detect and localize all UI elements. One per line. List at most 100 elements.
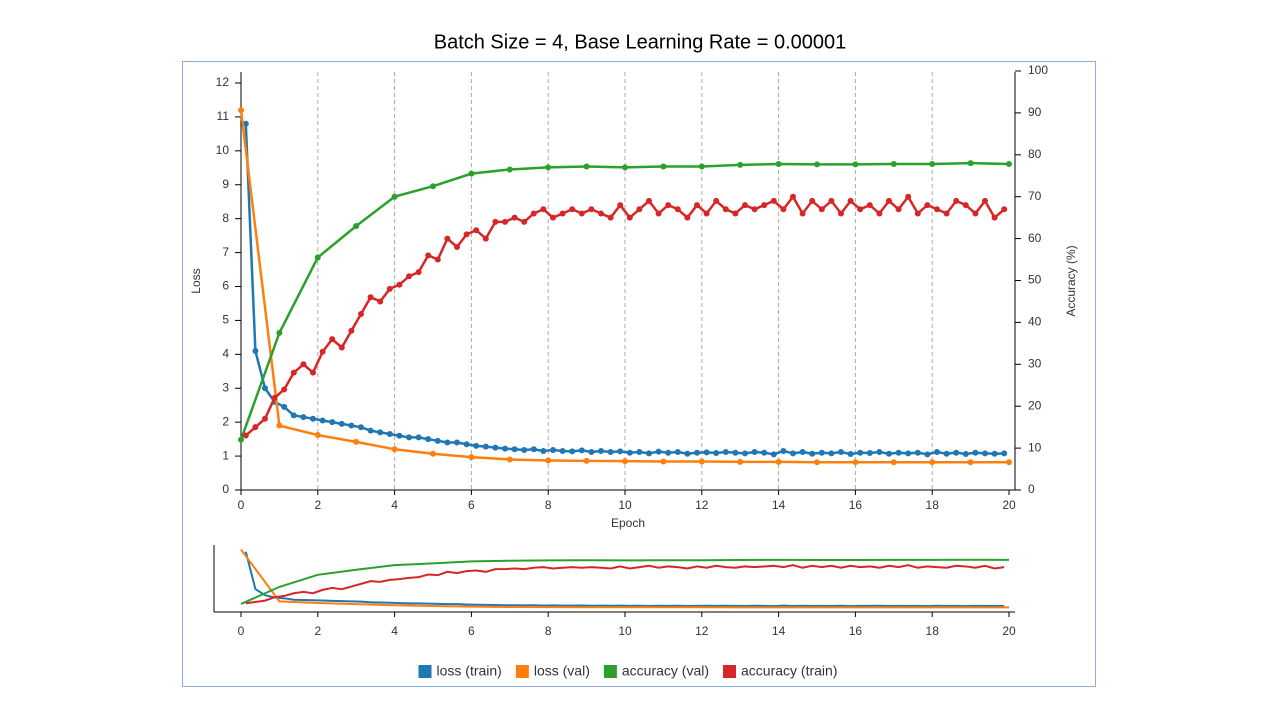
point	[895, 206, 902, 213]
y-tick-label: 11	[217, 109, 230, 123]
point	[991, 450, 998, 457]
point	[890, 459, 897, 466]
point	[924, 202, 931, 209]
point	[281, 403, 288, 410]
point	[386, 431, 393, 438]
y2-tick-label: 80	[1028, 147, 1042, 161]
point	[1001, 206, 1008, 213]
point	[430, 450, 436, 457]
point	[742, 202, 748, 209]
point	[751, 449, 758, 456]
point	[655, 210, 662, 217]
point	[353, 223, 360, 230]
y2-tick-label: 20	[1028, 398, 1042, 412]
point	[482, 443, 489, 450]
point	[905, 450, 912, 457]
point	[934, 206, 940, 213]
point	[314, 432, 321, 439]
point	[636, 206, 643, 213]
point	[775, 161, 782, 168]
point	[463, 441, 470, 448]
point	[530, 210, 537, 217]
point	[550, 214, 556, 221]
point	[310, 369, 316, 376]
point	[982, 450, 988, 457]
point	[569, 448, 576, 455]
mini-x-tick-label: 18	[926, 624, 940, 638]
point	[444, 235, 451, 242]
y2-tick-label: 90	[1028, 105, 1042, 119]
point	[276, 422, 283, 429]
point	[972, 449, 979, 456]
x-tick-label: 10	[618, 498, 632, 512]
y2-tick-label: 60	[1028, 231, 1042, 245]
point	[588, 206, 595, 213]
point	[454, 243, 460, 250]
point	[866, 202, 873, 209]
point	[598, 447, 604, 454]
point	[463, 231, 470, 238]
point	[847, 451, 854, 458]
point	[698, 163, 705, 170]
point	[406, 273, 412, 280]
point	[799, 210, 806, 217]
point	[242, 432, 249, 439]
point	[425, 436, 432, 443]
x-tick-label: 8	[545, 498, 552, 512]
legend-swatch	[603, 665, 617, 678]
y2-axis-label: Accuracy (%)	[1064, 245, 1078, 316]
point	[684, 450, 691, 457]
y-tick-label: 7	[222, 245, 229, 259]
mini-x-tick-label: 16	[849, 624, 863, 638]
point	[713, 450, 720, 457]
point	[502, 218, 508, 225]
point	[511, 214, 518, 221]
y-tick-label: 3	[222, 380, 229, 394]
point	[338, 420, 345, 427]
point	[386, 285, 393, 292]
point	[329, 419, 336, 426]
point	[953, 449, 960, 456]
point	[367, 294, 374, 301]
y-tick-label: 1	[222, 448, 229, 462]
mini-x-tick-label: 8	[545, 624, 552, 638]
legend-label: loss (val)	[534, 663, 590, 679]
x-tick-label: 0	[238, 498, 245, 512]
legend-swatch	[723, 665, 737, 678]
x-tick-label: 6	[468, 498, 475, 512]
x-tick-label: 2	[314, 498, 321, 512]
point	[622, 164, 628, 171]
y2-tick-label: 50	[1028, 273, 1042, 287]
mini-x-tick-label: 10	[618, 624, 632, 638]
point	[814, 459, 820, 466]
point	[473, 442, 480, 449]
point	[348, 422, 355, 429]
mini-series-line	[240, 548, 1009, 609]
point	[329, 336, 336, 343]
mini-series-line	[244, 551, 1005, 608]
point	[319, 417, 326, 424]
point	[660, 458, 667, 465]
point	[617, 448, 624, 455]
point	[737, 458, 744, 465]
point	[665, 202, 672, 209]
point	[943, 210, 950, 217]
point	[655, 448, 662, 455]
point	[521, 446, 528, 453]
y-tick-label: 8	[222, 211, 229, 225]
point	[665, 449, 672, 456]
point	[742, 450, 748, 457]
point	[790, 193, 796, 200]
point	[698, 458, 705, 465]
point	[492, 218, 499, 225]
y-tick-label: 2	[222, 414, 229, 428]
point	[770, 451, 777, 458]
point	[252, 347, 259, 354]
point	[377, 429, 384, 436]
y-tick-label: 10	[216, 143, 230, 157]
point	[982, 197, 988, 204]
point	[886, 450, 892, 457]
point	[238, 436, 244, 443]
y-axis-label: Loss	[189, 268, 203, 293]
point	[857, 206, 864, 213]
